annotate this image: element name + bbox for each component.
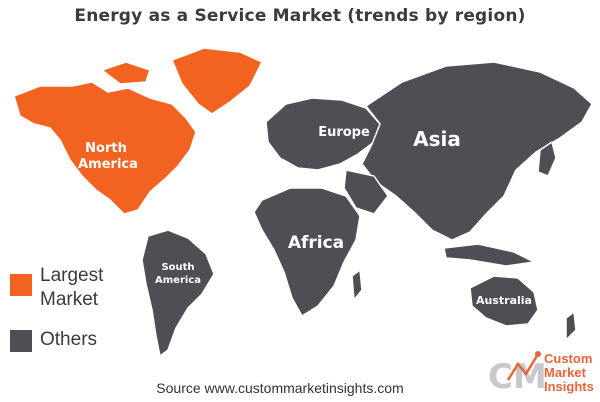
region-indonesia (443, 243, 535, 267)
legend-item-largest: Largest Market (10, 264, 103, 312)
region-arctic-islands (101, 61, 151, 85)
label-europe: Europe (318, 125, 370, 140)
source-text: Source www.custommarketinsights.com (156, 380, 404, 396)
logo-line2: Market (544, 365, 586, 380)
legend-item-others: Others (10, 320, 97, 352)
legend-label-others: Others (40, 329, 98, 350)
cmi-logo: CMI Custom Market Insights (488, 350, 598, 398)
label-north-america-1: North (85, 141, 127, 156)
region-japan (537, 141, 557, 177)
chart-title: Energy as a Service Market (trends by re… (74, 6, 526, 26)
region-north-america[interactable] (13, 81, 197, 215)
legend-swatch-largest (10, 274, 32, 296)
label-africa: Africa (288, 233, 344, 253)
region-new-zealand (565, 311, 577, 341)
region-asia[interactable] (361, 61, 593, 241)
label-south-america-2: America (155, 275, 201, 286)
logo-line1: Custom (544, 351, 593, 366)
region-europe[interactable] (265, 97, 381, 171)
legend-label-largest-line1: Largest (40, 265, 104, 286)
label-north-america-2: America (78, 157, 138, 172)
region-south-america[interactable] (141, 229, 215, 357)
region-arabia (343, 169, 389, 215)
region-australia[interactable] (469, 275, 539, 327)
legend-label-largest-line2: Market (40, 289, 99, 310)
region-madagascar (351, 269, 363, 301)
legend-label-largest: Largest Market (40, 264, 103, 312)
label-australia: Australia (476, 294, 532, 307)
region-africa[interactable] (253, 187, 361, 317)
label-south-america-1: South (161, 262, 194, 273)
label-asia: Asia (413, 127, 461, 151)
cmi-logo-text: Custom Market Insights (544, 352, 594, 394)
logo-line3: Insights (544, 379, 594, 394)
region-greenland[interactable] (171, 47, 263, 115)
legend-swatch-others (10, 330, 32, 352)
